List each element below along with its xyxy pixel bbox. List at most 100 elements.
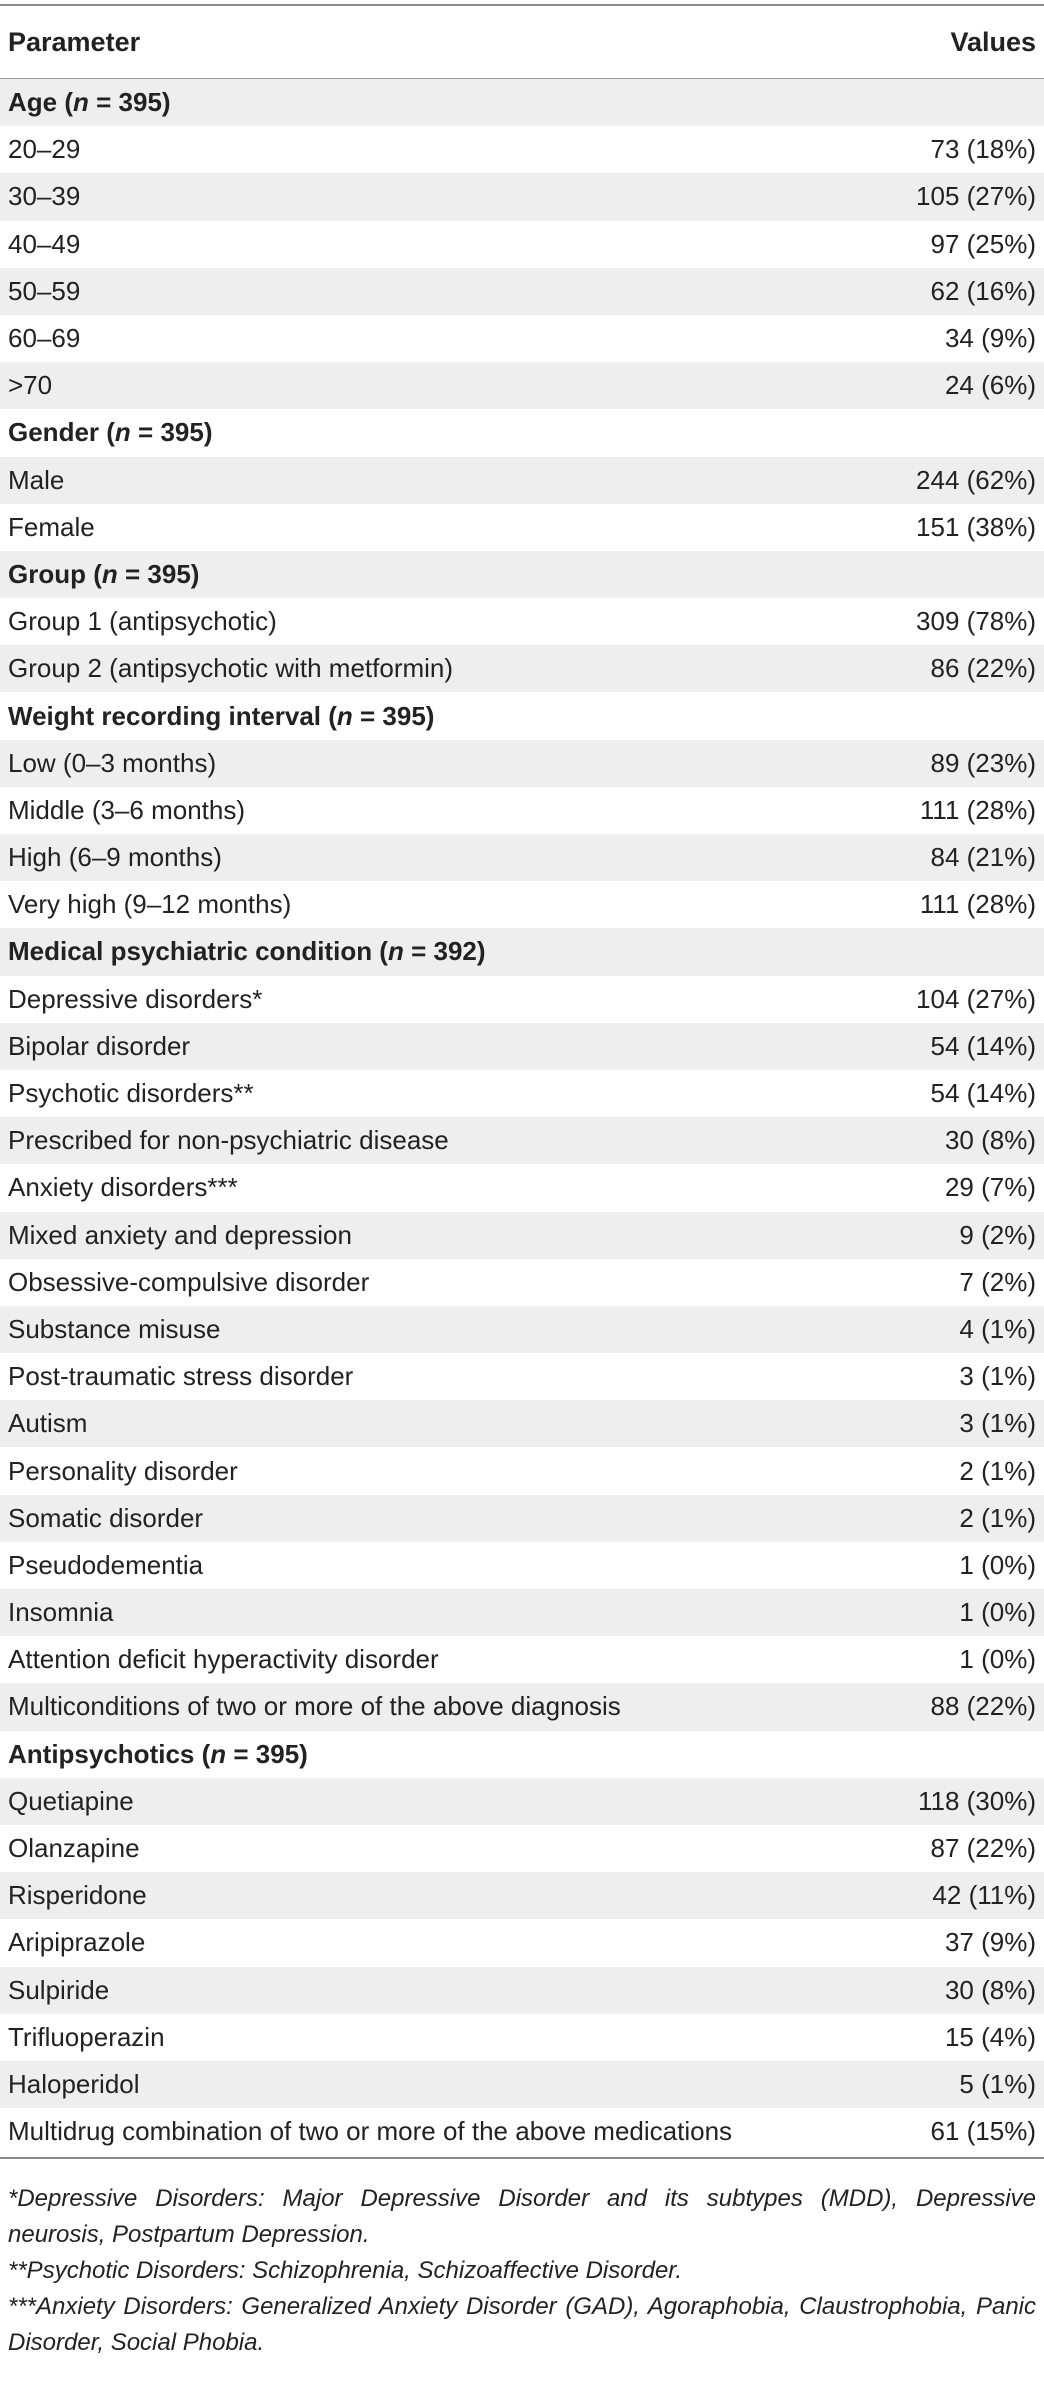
table-row: Male 244 (62%) [0,456,1044,504]
row-label: Mixed anxiety and depression [8,1219,352,1250]
row-label: 30–39 [8,181,81,212]
row-value: 30 (8%) [944,1974,1036,2005]
row-value: 2 (1%) [959,1502,1036,1533]
table-row: Low (0–3 months) 89 (23%) [0,739,1044,787]
table-row: Olanzapine 87 (22%) [0,1825,1044,1872]
table-row: Risperidone 42 (11%) [0,1872,1044,1920]
section-label: Group (n = 395) [8,559,199,590]
row-label: Aripiprazole [8,1927,146,1958]
section-label-text: Group ( [8,558,102,589]
row-label: Group 2 (antipsychotic with metformin) [8,653,454,684]
section-label: Gender (n = 395) [8,417,212,448]
footnote: ***Anxiety Disorders: Generalized Anxiet… [8,2293,1036,2357]
row-value: 34 (9%) [944,323,1036,354]
section-n-count: = 395) [88,87,171,118]
table-row: Post-traumatic stress disorder 3 (1%) [0,1353,1044,1400]
footnote: *Depressive Disorders: Major Depressive … [8,2185,1036,2249]
table-row: Group 2 (antipsychotic with metformin) 86… [0,645,1044,693]
row-label: 50–59 [8,275,81,306]
table-row: Psychotic disorders** 54 (14%) [0,1070,1044,1117]
section-label-text: Medical psychiatric condition ( [8,936,388,967]
table-row: Quetiapine 118 (30%) [0,1777,1044,1825]
section-n-variable: n [336,700,353,731]
row-label: >70 [8,370,53,401]
table-row: Mixed anxiety and depression 9 (2%) [0,1211,1044,1259]
row-label: 40–49 [8,228,81,259]
row-value: 5 (1%) [959,2068,1036,2099]
table-row: Female 151 (38%) [0,504,1044,551]
table-row: Prescribed for non-psychiatric disease 30… [0,1117,1044,1165]
row-label: 60–69 [8,323,81,354]
table-row: Depressive disorders* 104 (27%) [0,976,1044,1023]
row-value: 54 (14%) [930,1078,1037,1109]
row-label: Psychotic disorders** [8,1078,254,1109]
section-n-variable: n [387,936,404,967]
row-label: Multiconditions of two or more of the ab… [8,1691,621,1722]
row-value: 88 (22%) [930,1691,1037,1722]
table-row: High (6–9 months) 84 (21%) [0,834,1044,882]
row-value: 29 (7%) [944,1172,1036,1203]
row-label: Insomnia [8,1597,114,1628]
row-value: 111 (28%) [919,889,1036,920]
row-label: Multidrug combination of two or more of … [8,2116,733,2147]
table-header-rule [0,78,1044,79]
row-label: Risperidone [8,1880,147,1911]
row-value: 111 (28%) [919,794,1036,825]
row-label: Anxiety disorders*** [8,1172,238,1203]
section-header-row: Group (n = 395) [0,550,1044,599]
row-value: 1 (0%) [959,1549,1036,1580]
row-label: Group 1 (antipsychotic) [8,606,277,637]
row-value: 4 (1%) [959,1313,1036,1344]
table-row: Personality disorder 2 (1%) [0,1447,1044,1494]
table-row: Substance misuse 4 (1%) [0,1305,1044,1354]
table-row: 20–29 73 (18%) [0,126,1044,173]
row-label: Middle (3–6 months) [8,794,245,825]
table-row: Somatic disorder 2 (1%) [0,1494,1044,1542]
row-value: 97 (25%) [930,228,1037,259]
table-row: Bipolar disorder 54 (14%) [0,1022,1044,1070]
row-value: 7 (2%) [959,1266,1036,1297]
section-n-count: = 395) [117,558,200,589]
row-label: Obsessive-compulsive disorder [8,1266,370,1297]
row-value: 104 (27%) [916,983,1036,1014]
row-value: 86 (22%) [930,653,1037,684]
row-label: Post-traumatic stress disorder [8,1361,354,1392]
table-row: 60–69 34 (9%) [0,315,1044,362]
table-row: Multiconditions of two or more of the ab… [0,1683,1044,1731]
table-row: >70 24 (6%) [0,362,1044,410]
row-value: 89 (23%) [930,747,1037,778]
header-parameter: Parameter [8,26,141,57]
row-label: Somatic disorder [8,1502,204,1533]
table-row: Attention deficit hyperactivity disorder… [0,1636,1044,1683]
row-label: Male [8,464,65,495]
row-label: Haloperidol [8,2068,140,2099]
section-n-count: = 395) [226,1738,308,1769]
row-value: 37 (9%) [944,1927,1036,1958]
table-row: Anxiety disorders*** 29 (7%) [0,1164,1044,1211]
table-row: Autism 3 (1%) [0,1400,1044,1448]
row-label: Female [8,511,95,542]
section-header-row: Weight recording interval (n = 395) [0,692,1044,739]
table-row: Aripiprazole 37 (9%) [0,1919,1044,1966]
section-header-row: Medical psychiatric condition (n = 392) [0,928,1044,976]
table-row: Middle (3–6 months) 111 (28%) [0,787,1044,834]
table-row: 30–39 105 (27%) [0,173,1044,221]
table-bottom-rule [0,2157,1044,2160]
section-n-variable: n [210,1738,227,1769]
section-n-variable: n [73,87,89,118]
section-n-count: = 395) [130,417,213,448]
row-value: 3 (1%) [959,1408,1036,1439]
row-value: 3 (1%) [959,1361,1036,1392]
table-row: Group 1 (antipsychotic) 309 (78%) [0,598,1044,645]
row-value: 105 (27%) [916,181,1036,212]
row-label: 20–29 [8,134,81,165]
footnote: **Psychotic Disorders: Schizophrenia, Sc… [8,2257,683,2285]
row-value: 151 (38%) [916,511,1036,542]
section-label-text: Age ( [8,87,73,118]
row-value: 1 (0%) [959,1644,1036,1675]
section-label-text: Antipsychotics ( [8,1738,211,1769]
section-label: Weight recording interval (n = 395) [8,701,434,732]
row-value: 87 (22%) [930,1833,1037,1864]
row-value: 61 (15%) [930,2116,1037,2147]
row-label: Attention deficit hyperactivity disorder [8,1644,439,1675]
